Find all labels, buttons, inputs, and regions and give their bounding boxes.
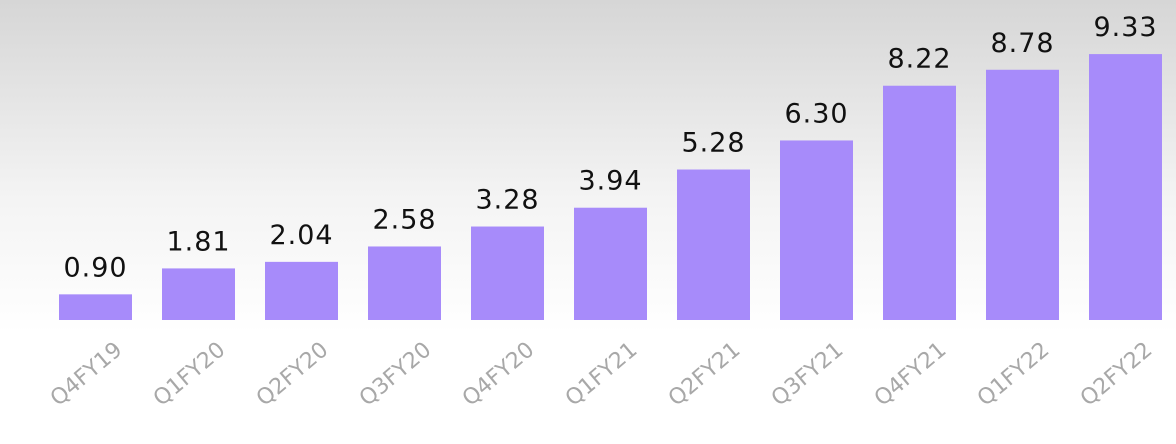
bar — [368, 246, 441, 320]
value-label: 2.58 — [372, 204, 436, 235]
value-label: 3.94 — [578, 166, 642, 197]
value-label: 8.22 — [887, 44, 951, 75]
value-label: 9.33 — [1093, 12, 1157, 43]
value-label: 1.81 — [166, 226, 230, 257]
value-label: 0.90 — [63, 252, 127, 283]
bar — [162, 268, 235, 320]
bar — [265, 261, 338, 320]
value-label: 2.04 — [269, 220, 333, 251]
value-label: 8.78 — [990, 28, 1054, 59]
value-label: 3.28 — [475, 185, 539, 216]
bar — [780, 140, 853, 320]
value-label: 5.28 — [681, 128, 745, 159]
bar — [986, 69, 1059, 321]
bar — [471, 226, 544, 320]
bar — [574, 207, 647, 320]
value-label: 6.30 — [784, 98, 848, 129]
bar — [59, 294, 132, 320]
bar — [677, 169, 750, 320]
bar — [883, 85, 956, 320]
bar — [1089, 54, 1162, 320]
